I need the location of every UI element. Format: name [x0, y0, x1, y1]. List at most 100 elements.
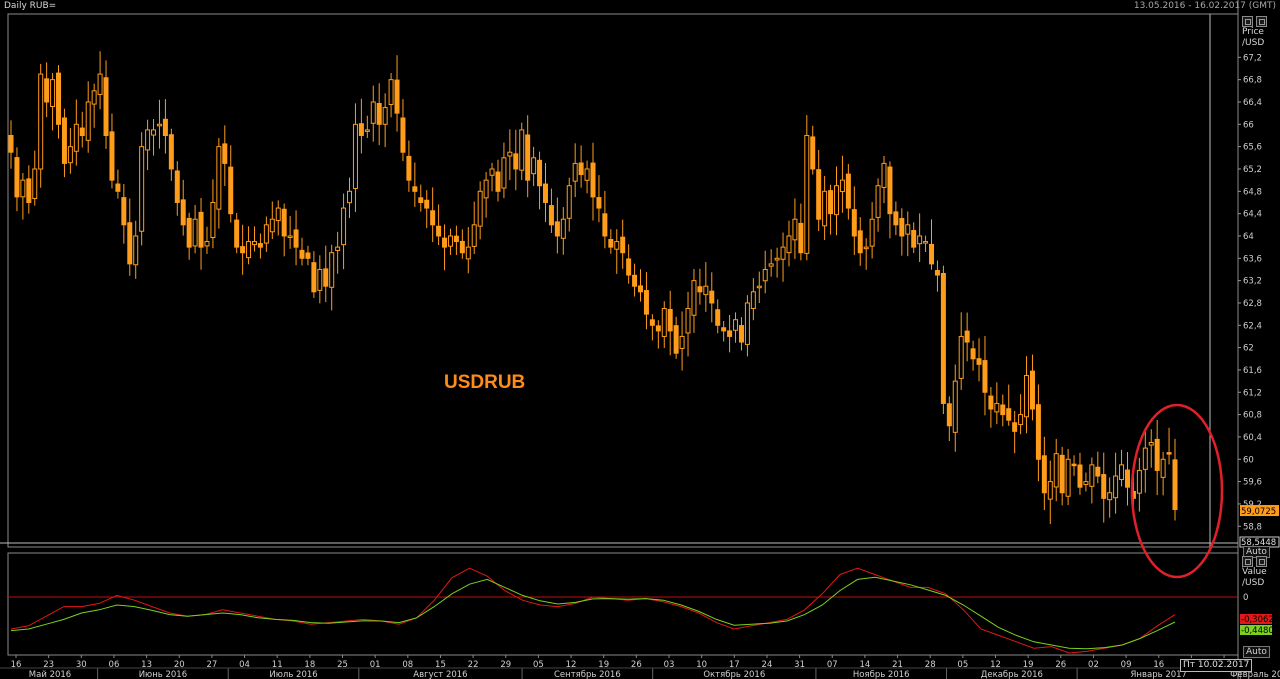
candle-body: [655, 325, 661, 332]
indicator-panel-frame: [7, 552, 1239, 656]
candle-body: [489, 168, 495, 176]
candle-body: [335, 246, 341, 251]
candle-body: [79, 127, 85, 136]
candle-body: [976, 358, 982, 365]
candle-body: [317, 268, 323, 291]
candle-body: [222, 143, 228, 164]
price-scale-button-2[interactable]: [1256, 16, 1267, 27]
candlestick-series: [8, 51, 1178, 525]
candle-body: [804, 134, 810, 254]
candle-body: [121, 197, 127, 226]
day-tick-label: 13: [141, 660, 152, 670]
day-tick-label: 05: [957, 660, 968, 670]
day-tick-label: 08: [402, 660, 413, 670]
candle-body: [495, 171, 501, 192]
candle-body: [875, 185, 881, 218]
candle-body: [347, 190, 353, 204]
candle-body: [507, 151, 513, 157]
candle-body: [881, 162, 887, 188]
candle-body: [727, 330, 733, 337]
candle-body: [1018, 414, 1024, 426]
candle-body: [768, 263, 774, 267]
candle-body: [614, 241, 620, 250]
candle-body: [67, 146, 73, 164]
price-tick-label: 58,8: [1243, 522, 1262, 532]
candle-body: [204, 241, 210, 247]
candle-body: [608, 238, 614, 248]
candle-body: [929, 243, 935, 265]
candle-body: [1119, 464, 1125, 481]
candle-body: [465, 246, 471, 260]
last-price-box: [1240, 505, 1279, 517]
indicator-units: Value/USD: [1242, 567, 1267, 588]
candle-body: [8, 134, 14, 153]
candle-body: [1012, 422, 1018, 432]
time-axis: 16 23 30 06 13 20 27 04 11 18 25 01 08 15 22 29 05 12 19 26…: [0, 655, 1280, 679]
candle-body: [572, 162, 578, 182]
candle-body: [1024, 375, 1030, 418]
day-tick-label: 19: [598, 660, 609, 670]
indicator-red-value: -0,3062: [1241, 615, 1274, 625]
month-label: Май 2016: [29, 670, 71, 679]
candle-body: [412, 186, 418, 192]
day-tick-label: 17: [729, 660, 740, 670]
candle-body: [180, 199, 186, 226]
day-tick-label: 04: [239, 660, 250, 670]
candle-body: [127, 222, 133, 265]
candle-body: [388, 79, 394, 105]
day-tick-label: 10: [696, 660, 707, 670]
candle-body: [406, 155, 412, 181]
indicator-scale-button[interactable]: [1242, 556, 1253, 567]
day-tick-label: 12: [990, 660, 1001, 670]
candle-body: [1124, 469, 1130, 488]
candle-body: [649, 319, 655, 326]
candle-body: [85, 101, 91, 141]
day-tick-label: 06: [109, 660, 120, 670]
month-label: Июль 2016: [269, 670, 317, 679]
candle-body: [91, 90, 97, 105]
candle-body: [192, 218, 198, 247]
price-tick-label: 60: [1243, 455, 1254, 465]
candle-body: [952, 380, 958, 433]
candle-body: [483, 179, 489, 199]
candle-body: [703, 285, 709, 296]
day-tick-label: 07: [827, 660, 838, 670]
candle-body: [691, 280, 697, 316]
candle-body: [792, 218, 798, 241]
candle-body: [56, 72, 62, 125]
candle-body: [988, 395, 994, 410]
month-label: Декабрь 2016: [981, 670, 1043, 679]
candle-body: [352, 123, 358, 189]
candle-body: [733, 319, 739, 331]
indicator-scale-button-2[interactable]: [1256, 556, 1267, 567]
candle-body: [566, 185, 572, 219]
candle-body: [1095, 466, 1101, 477]
candle-body: [44, 78, 50, 103]
candle-body: [263, 224, 269, 244]
candle-body: [822, 190, 828, 227]
candle-body: [578, 162, 584, 176]
candle-body: [750, 291, 756, 310]
price-tick-label: 66: [1243, 120, 1254, 130]
candle-body: [20, 179, 26, 198]
price-tick-label: 62,4: [1243, 321, 1262, 331]
price-tick-label: 62: [1243, 344, 1254, 354]
crosshair-date: Пт 10.02.2017: [1180, 659, 1253, 672]
indicator-auto-button[interactable]: Auto: [1243, 646, 1270, 658]
candle-body: [673, 325, 679, 354]
candle-body: [917, 235, 923, 245]
indicator-red-line: [10, 567, 1176, 654]
day-tick-label: 11: [272, 660, 283, 670]
candle-body: [234, 219, 240, 248]
candle-body: [679, 335, 685, 349]
day-tick-label: 05: [533, 660, 544, 670]
candle-body: [186, 217, 192, 248]
day-tick-label: 20: [174, 660, 185, 670]
price-scale-button[interactable]: [1242, 16, 1253, 27]
candle-body: [73, 123, 79, 152]
candle-body: [697, 286, 703, 293]
candle-body: [667, 308, 673, 332]
day-tick-label: 18: [304, 660, 315, 670]
candle-body: [828, 190, 834, 215]
candle-body: [899, 218, 905, 237]
